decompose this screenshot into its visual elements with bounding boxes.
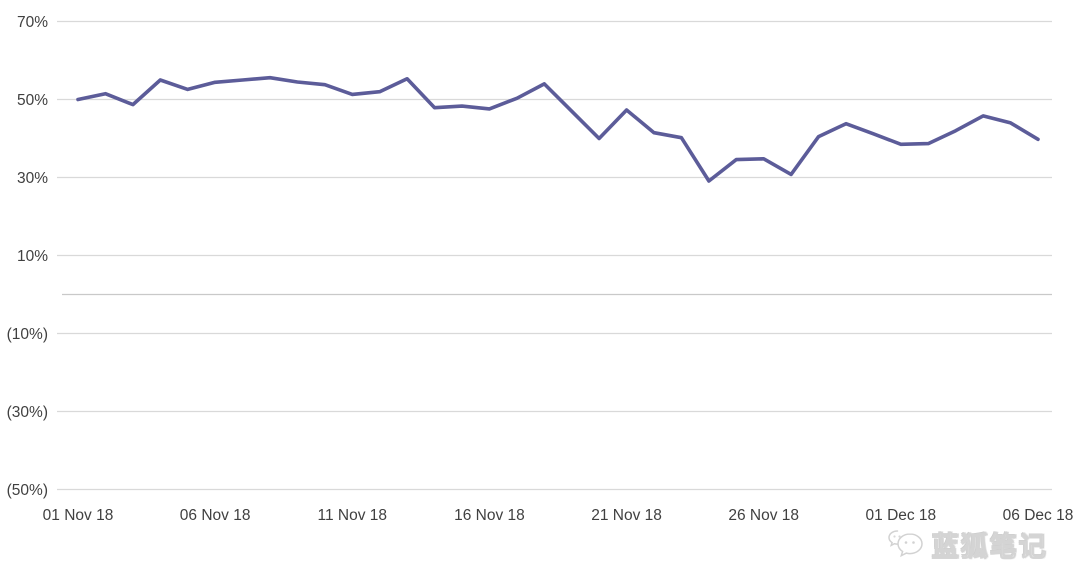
x-axis-tick-label: 01 Nov 18 <box>43 507 114 524</box>
chat-bubbles-icon <box>888 529 923 557</box>
y-axis-tick-label: 50% <box>17 92 48 109</box>
x-axis-tick-label: 16 Nov 18 <box>454 507 525 524</box>
y-axis-tick-label: (50%) <box>7 482 48 499</box>
data-series-line <box>76 75 1040 183</box>
x-axis-tick-label: 26 Nov 18 <box>728 507 799 524</box>
y-axis-tick-label: 70% <box>17 14 48 31</box>
y-axis-tick-label: 30% <box>17 170 48 187</box>
watermark: 蓝狐笔记 <box>885 525 1048 564</box>
x-axis-tick-label: 11 Nov 18 <box>318 507 388 524</box>
x-axis-tick-label: 06 Nov 18 <box>180 507 251 524</box>
x-axis-tick-label: 01 Dec 18 <box>866 507 937 524</box>
y-axis-tick-label: 10% <box>17 248 48 265</box>
y-axis-tick-label: (30%) <box>7 404 48 421</box>
watermark-text: 蓝狐笔记 <box>932 532 1048 563</box>
y-axis-tick-label: (10%) <box>7 326 48 343</box>
x-axis-tick-label: 21 Nov 18 <box>591 507 662 524</box>
x-axis-tick-label: 06 Dec 18 <box>1003 507 1074 524</box>
